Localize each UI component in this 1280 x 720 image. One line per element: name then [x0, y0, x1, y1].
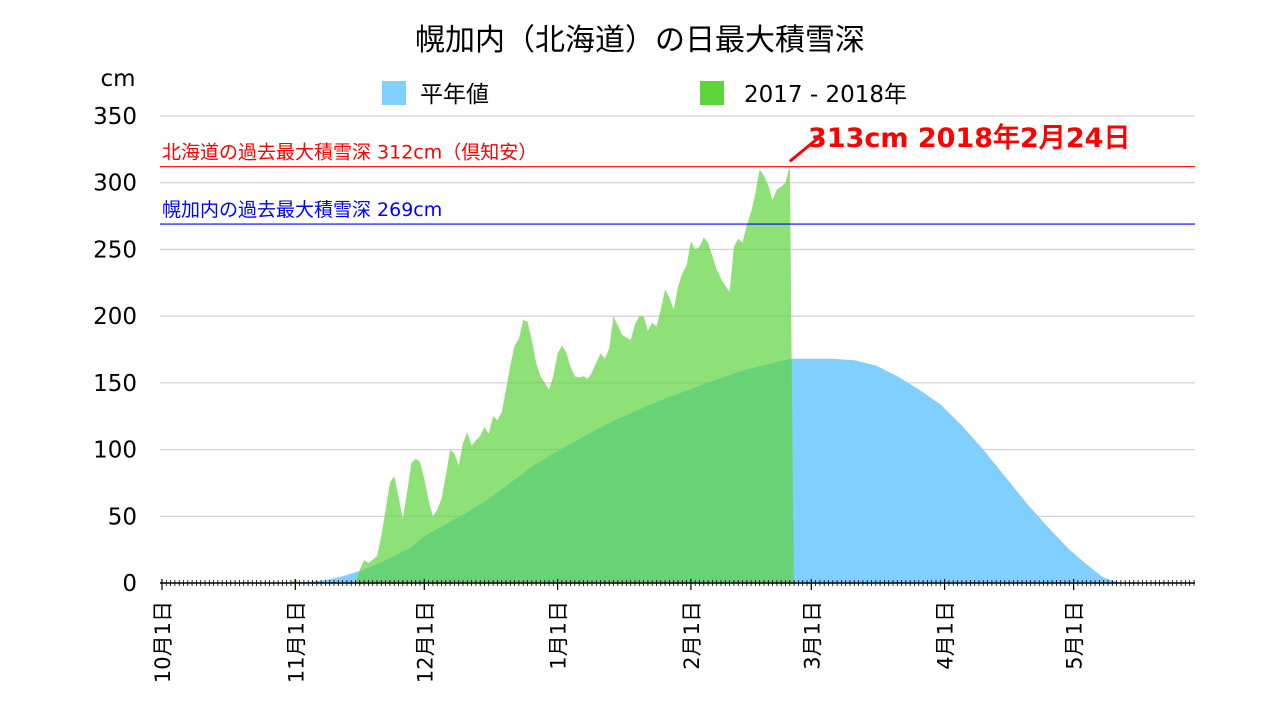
y-axis: 0 50 100 150 200 250 300 350 [93, 104, 137, 597]
horokanai-record-label: 幌加内の過去最大積雪深 269cm [162, 199, 442, 221]
x-tick-label: 1月1日 [547, 601, 571, 670]
x-tick-label: 10月1日 [151, 601, 175, 683]
x-tick-label: 3月1日 [800, 601, 824, 670]
y-tick-label: 350 [93, 104, 137, 130]
chart-title: 幌加内（北海道）の日最大積雪深 [415, 23, 865, 58]
season-2017-2018-area [291, 165, 794, 583]
y-tick-label: 50 [108, 504, 137, 530]
peak-annotation: 313cm 2018年2月24日 [788, 122, 1130, 163]
x-tick-label: 11月1日 [284, 601, 308, 683]
area-series [291, 165, 1121, 583]
peak-pointer-line [788, 137, 819, 163]
x-axis: 10月1日 11月1日 12月1日 1月1日 2月1日 3月1日 4月1日 5月1日 [151, 579, 1195, 683]
hokkaido-record-label: 北海道の過去最大積雪深 312cm（倶知安） [162, 142, 537, 164]
y-tick-label: 200 [93, 304, 137, 330]
y-tick-label: 150 [93, 371, 137, 397]
y-tick-label: 250 [93, 237, 137, 263]
legend: 平年値 2017 - 2018年 [382, 81, 907, 108]
y-tick-label: 100 [93, 438, 137, 464]
y-tick-label: 0 [122, 571, 137, 597]
legend-swatch [382, 81, 406, 105]
legend-label: 2017 - 2018年 [744, 82, 907, 108]
x-tick-label: 4月1日 [934, 601, 958, 670]
peak-label: 313cm 2018年2月24日 [808, 122, 1130, 154]
legend-label: 平年値 [420, 82, 489, 108]
x-tick-label: 2月1日 [680, 601, 704, 670]
x-tick-label: 5月1日 [1063, 601, 1087, 670]
y-tick-label: 300 [93, 171, 137, 197]
y-axis-unit-label: cm [100, 66, 135, 92]
legend-swatch [700, 81, 724, 105]
x-tick-label: 12月1日 [413, 601, 437, 683]
reference-lines: 北海道の過去最大積雪深 312cm（倶知安） 幌加内の過去最大積雪深 269cm [160, 142, 1195, 225]
